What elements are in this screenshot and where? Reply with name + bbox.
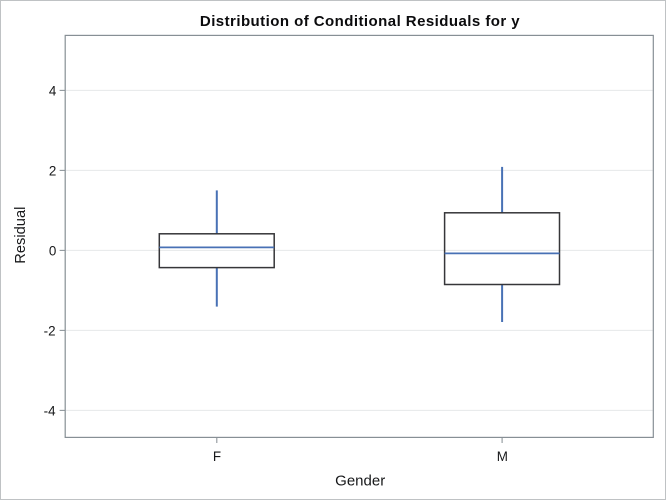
svg-text:F: F [213,449,221,464]
svg-text:4: 4 [49,84,57,99]
svg-text:-4: -4 [44,404,56,419]
svg-text:0: 0 [49,244,56,259]
svg-text:M: M [497,449,508,464]
svg-text:2: 2 [49,164,56,179]
svg-text:Residual: Residual [13,207,29,264]
svg-text:Distribution of Conditional Re: Distribution of Conditional Residuals fo… [200,13,520,30]
svg-text:-2: -2 [44,324,56,339]
svg-text:Gender: Gender [335,472,385,489]
